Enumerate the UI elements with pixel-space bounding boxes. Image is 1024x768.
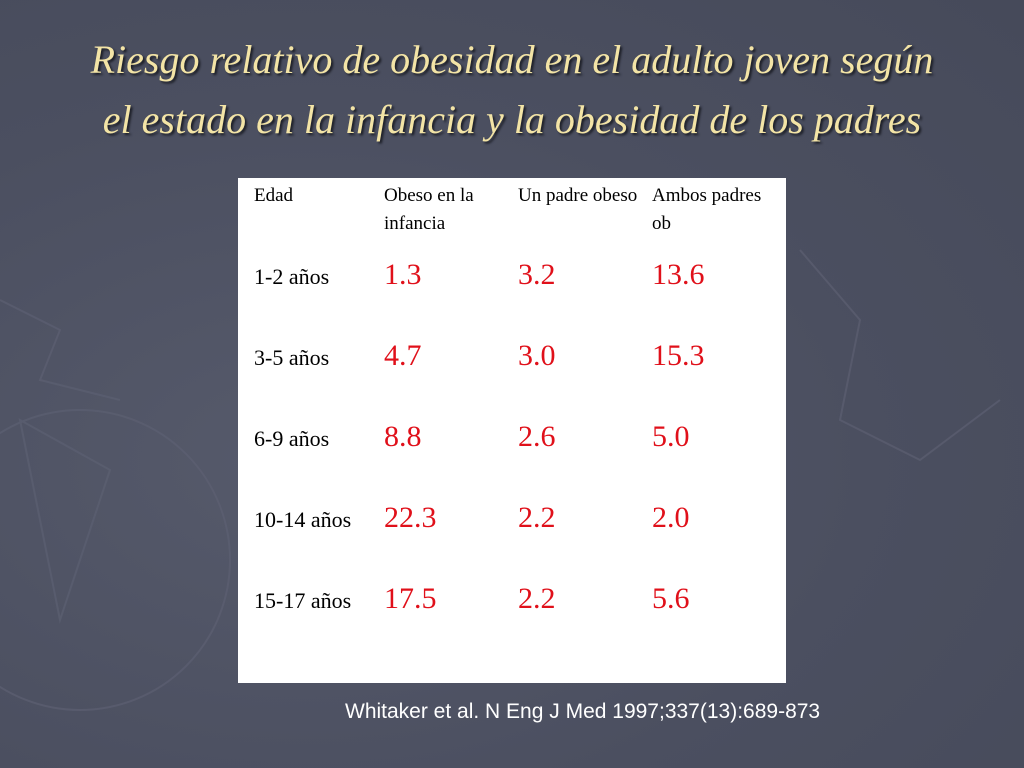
cell-value: 13.6 [652, 258, 705, 291]
citation: Whitaker et al. N Eng J Med 1997;337(13)… [345, 700, 821, 723]
column-header: Edad [254, 185, 294, 206]
row-label: 1-2 años [254, 264, 330, 289]
table: Edad Obeso en la infancia Un padre obeso Am… [238, 178, 786, 683]
cell-value: 15.3 [652, 339, 705, 372]
cell-value: 3.0 [518, 339, 556, 372]
cell-value: 2.2 [518, 501, 556, 534]
row-label: 15-17 años [254, 588, 352, 613]
cell-value: 2.2 [518, 582, 556, 615]
cell-value: 22.3 [384, 501, 437, 534]
row-label: 3-5 años [254, 345, 330, 370]
cell-value: 5.0 [652, 420, 690, 453]
cell-value: 2.6 [518, 420, 556, 453]
column-header: Un padre obeso [518, 185, 638, 206]
cell-value: 5.6 [652, 582, 690, 615]
cell-value: 8.8 [384, 420, 422, 453]
column-header: Ambos padres ob [652, 185, 762, 234]
title-line: el estado en la infancia y la obesidad d… [102, 97, 922, 142]
cell-value: 2.0 [652, 501, 690, 534]
cell-value: 3.2 [518, 258, 556, 291]
row-label: 6-9 años [254, 426, 330, 451]
cell-value: 4.7 [384, 339, 422, 372]
cell-value: 1.3 [384, 258, 422, 291]
cell-value: 17.5 [384, 582, 437, 615]
row-label: 10-14 años [254, 507, 352, 532]
title-line: Riesgo relativo de obesidad en el adulto… [90, 37, 934, 82]
column-header: Obeso en la infancia [384, 185, 474, 234]
